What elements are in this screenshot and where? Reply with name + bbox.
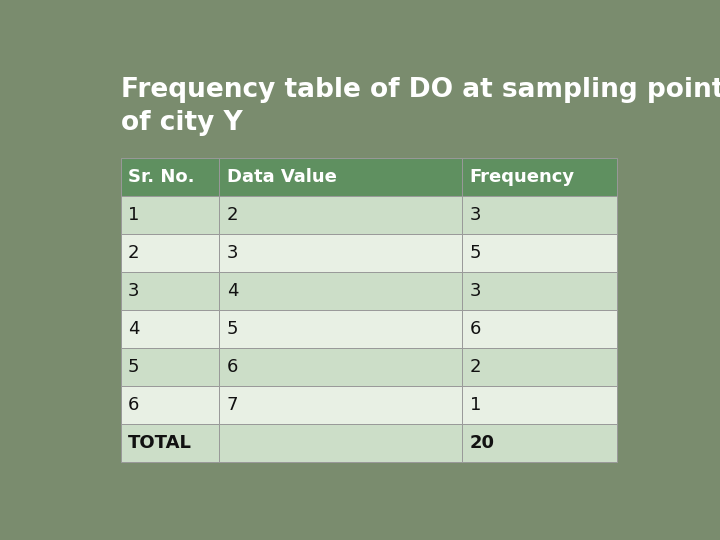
Bar	[462, 424, 617, 462]
Bar	[462, 386, 617, 424]
Text: 3: 3	[469, 282, 481, 300]
Text: 7: 7	[227, 396, 238, 414]
Text: 5: 5	[469, 244, 481, 262]
Text: 3: 3	[128, 282, 140, 300]
Text: 2: 2	[128, 244, 140, 262]
Bar	[121, 310, 220, 348]
Text: 6: 6	[227, 358, 238, 376]
Text: Data Value: Data Value	[227, 168, 337, 186]
Bar	[220, 386, 462, 424]
Text: 3: 3	[469, 206, 481, 224]
Text: 6: 6	[128, 396, 139, 414]
Bar	[121, 197, 220, 234]
Text: TOTAL: TOTAL	[128, 434, 192, 452]
Bar	[121, 234, 220, 272]
Bar	[220, 234, 462, 272]
Bar	[121, 158, 220, 197]
Bar	[220, 158, 462, 197]
Text: 4: 4	[227, 282, 238, 300]
Text: 5: 5	[227, 320, 238, 338]
Text: Frequency: Frequency	[469, 168, 575, 186]
Text: 4: 4	[128, 320, 140, 338]
Bar	[462, 310, 617, 348]
Text: 2: 2	[469, 358, 481, 376]
Text: 1: 1	[469, 396, 481, 414]
Bar	[462, 234, 617, 272]
Bar	[220, 348, 462, 386]
Bar	[462, 158, 617, 197]
Text: 6: 6	[469, 320, 481, 338]
Bar	[121, 424, 220, 462]
Text: 2: 2	[227, 206, 238, 224]
Text: Frequency table of DO at sampling point X
of city Y: Frequency table of DO at sampling point …	[121, 77, 720, 136]
Bar	[220, 197, 462, 234]
Text: 20: 20	[469, 434, 495, 452]
Bar	[220, 310, 462, 348]
Text: 1: 1	[128, 206, 139, 224]
Text: 5: 5	[128, 358, 140, 376]
Bar	[462, 272, 617, 310]
Bar	[121, 272, 220, 310]
Bar	[462, 348, 617, 386]
Bar	[121, 386, 220, 424]
Text: 3: 3	[227, 244, 238, 262]
Bar	[220, 424, 462, 462]
Text: Sr. No.: Sr. No.	[128, 168, 194, 186]
Bar	[121, 348, 220, 386]
Bar	[220, 272, 462, 310]
Bar	[462, 197, 617, 234]
